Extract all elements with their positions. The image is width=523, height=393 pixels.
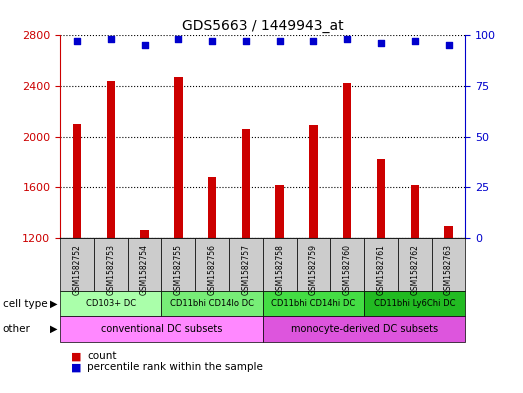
- Bar: [343, 83, 351, 389]
- Text: CD11bhi CD14lo DC: CD11bhi CD14lo DC: [170, 299, 254, 308]
- Bar: [276, 185, 284, 389]
- Text: count: count: [87, 351, 117, 362]
- Text: CD11bhi Ly6Chi DC: CD11bhi Ly6Chi DC: [374, 299, 456, 308]
- Bar: [208, 177, 217, 389]
- Bar: [174, 77, 183, 389]
- Bar: [107, 81, 115, 389]
- Point: [107, 36, 115, 42]
- Text: GSM1582760: GSM1582760: [343, 244, 352, 295]
- Bar: [411, 185, 419, 389]
- Point: [73, 38, 81, 44]
- Point: [140, 42, 149, 49]
- Text: CD11bhi CD14hi DC: CD11bhi CD14hi DC: [271, 299, 356, 308]
- Point: [309, 38, 317, 44]
- Text: ■: ■: [71, 351, 81, 362]
- Bar: [242, 129, 250, 389]
- Text: other: other: [3, 324, 30, 334]
- Bar: [73, 124, 81, 389]
- Point: [174, 36, 183, 42]
- Point: [445, 42, 453, 49]
- Text: GSM1582756: GSM1582756: [208, 244, 217, 295]
- Text: GSM1582762: GSM1582762: [411, 244, 419, 295]
- Point: [377, 40, 385, 47]
- Text: GSM1582759: GSM1582759: [309, 244, 318, 295]
- Text: ■: ■: [71, 362, 81, 373]
- Bar: [309, 125, 317, 389]
- Title: GDS5663 / 1449943_at: GDS5663 / 1449943_at: [182, 19, 344, 33]
- Text: ▶: ▶: [50, 324, 58, 334]
- Point: [343, 36, 351, 42]
- Text: GSM1582755: GSM1582755: [174, 244, 183, 295]
- Point: [276, 38, 284, 44]
- Text: monocyte-derived DC subsets: monocyte-derived DC subsets: [291, 324, 438, 334]
- Text: cell type: cell type: [3, 299, 47, 309]
- Bar: [445, 226, 453, 389]
- Text: conventional DC subsets: conventional DC subsets: [101, 324, 222, 334]
- Text: GSM1582763: GSM1582763: [444, 244, 453, 295]
- Text: GSM1582753: GSM1582753: [106, 244, 115, 295]
- Text: GSM1582761: GSM1582761: [377, 244, 385, 295]
- Point: [411, 38, 419, 44]
- Point: [242, 38, 250, 44]
- Text: GSM1582757: GSM1582757: [242, 244, 251, 295]
- Bar: [140, 230, 149, 389]
- Bar: [377, 159, 385, 389]
- Text: GSM1582758: GSM1582758: [275, 244, 284, 295]
- Text: CD103+ DC: CD103+ DC: [86, 299, 136, 308]
- Point: [208, 38, 217, 44]
- Text: ▶: ▶: [50, 299, 58, 309]
- Text: percentile rank within the sample: percentile rank within the sample: [87, 362, 263, 373]
- Text: GSM1582752: GSM1582752: [73, 244, 82, 295]
- Text: GSM1582754: GSM1582754: [140, 244, 149, 295]
